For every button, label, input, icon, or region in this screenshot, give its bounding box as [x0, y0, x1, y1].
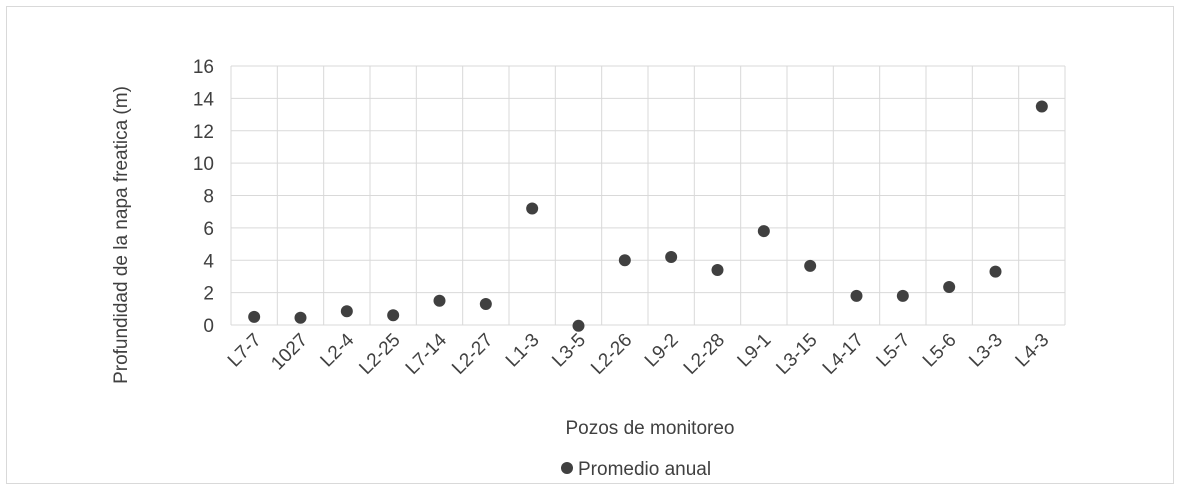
x-tick-label: L3-3 [965, 330, 1007, 372]
data-point [340, 305, 353, 318]
data-point [618, 254, 631, 267]
y-axis-title: Profundidad de la napa freatica (m) [111, 86, 132, 384]
legend-marker [561, 462, 573, 474]
data-point [572, 319, 585, 332]
x-tick-label: L2-25 [355, 330, 404, 379]
y-tick-label: 4 [203, 251, 214, 272]
data-point [943, 280, 956, 293]
data-point [248, 310, 261, 323]
x-tick-label: L9-1 [734, 330, 776, 372]
data-point [989, 265, 1002, 278]
data-point [479, 297, 492, 310]
x-tick-label: L2-4 [317, 329, 359, 371]
x-tick-label: L9-2 [641, 330, 683, 372]
data-point [665, 251, 678, 264]
data-points [248, 100, 1048, 332]
legend: Promedio anual [561, 459, 711, 480]
data-point [757, 225, 770, 238]
data-point [526, 202, 539, 215]
y-tick-label: 14 [193, 89, 215, 110]
x-tick-label: L7-14 [402, 329, 452, 379]
x-tick-label: L5-7 [873, 330, 915, 372]
data-point [387, 309, 400, 322]
data-point [711, 263, 724, 276]
y-tick-label: 12 [193, 122, 214, 143]
x-tick-label: L5-6 [919, 330, 961, 372]
y-tick-label: 8 [203, 187, 214, 208]
data-point [433, 294, 446, 307]
x-tick-label: L4-3 [1012, 330, 1054, 372]
x-tick-label: L3-5 [548, 330, 590, 372]
grid [230, 65, 1066, 326]
y-tick-label: 10 [193, 154, 214, 175]
y-tick-label: 6 [203, 219, 214, 240]
x-tick-label: L1-3 [502, 330, 544, 372]
x-tick-label: 1027 [267, 330, 312, 375]
y-tick-label: 16 [193, 57, 214, 78]
data-point [1035, 100, 1048, 113]
x-tick-label: L2-27 [448, 330, 497, 379]
y-axis-ticks: 0 2 4 6 8 10 12 14 16 [193, 57, 215, 337]
x-axis-title: Pozos de monitoreo [566, 418, 735, 439]
data-point [850, 289, 863, 302]
data-point [896, 289, 909, 302]
x-tick-label: L2-28 [680, 330, 729, 379]
y-tick-label: 2 [203, 284, 214, 305]
y-tick-label: 0 [203, 316, 214, 337]
legend-label: Promedio anual [578, 459, 711, 480]
x-tick-label: L3-15 [772, 330, 821, 379]
chart-frame: 0 2 4 6 8 10 12 14 16 L7-7 1027 L2-4 L2-25 L7-14 L2-2… [6, 6, 1174, 484]
x-tick-label: L7-7 [224, 330, 266, 372]
data-point [804, 259, 817, 272]
x-tick-label: L2-26 [587, 330, 636, 379]
x-tick-label: L4-17 [819, 330, 868, 379]
data-point [294, 311, 307, 324]
